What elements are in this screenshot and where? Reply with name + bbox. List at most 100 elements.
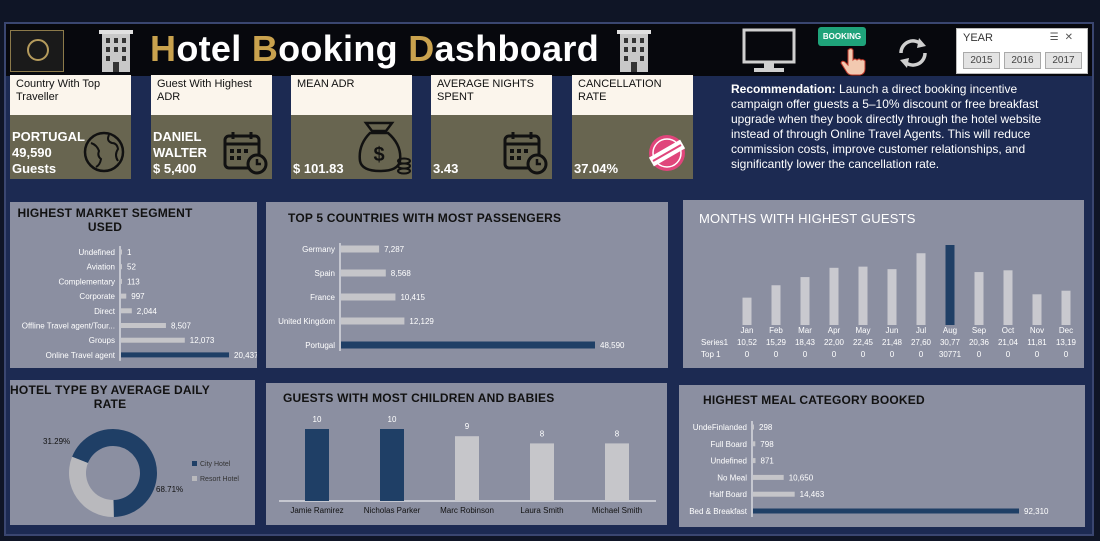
kpi-value: 3.43	[433, 161, 459, 176]
hotel-logo	[10, 30, 64, 72]
top1-value: 0	[1064, 350, 1069, 359]
months-chart: Jan 10,52 0 Feb 15,29 0 Mar 18,43 0 Apr 22,00 0 May 2…	[701, 245, 1077, 359]
recommendation-text: Recommendation: Launch a direct booking …	[731, 82, 1071, 172]
data-label: 298	[759, 423, 773, 432]
month-bar	[887, 269, 897, 325]
kpi-value: PORTUGAL 49,590 Guests	[12, 129, 85, 176]
month-label: Sep	[972, 326, 987, 335]
category-label: Online Travel agent	[46, 351, 116, 360]
month-label: Feb	[769, 326, 783, 335]
kpi-label: AVERAGE NIGHTS SPENT	[431, 75, 552, 115]
category-label: Undefined	[711, 457, 747, 466]
data-label: 8,507	[171, 322, 192, 331]
hotel-type-panel: HOTEL TYPE BY AVERAGE DAILY RATE 68.71% 3…	[10, 380, 255, 525]
data-label: 8,568	[391, 269, 412, 278]
slicer-filter-icons[interactable]: ☰✕	[1049, 32, 1079, 43]
series1-value: 21,04	[998, 338, 1019, 347]
month-label: Nov	[1030, 326, 1044, 335]
month-label: Jul	[916, 326, 926, 335]
chart-title: HOTEL TYPE BY AVERAGE DAILY RATE	[10, 383, 210, 411]
category-label: UndeFinlanded	[693, 423, 747, 432]
category-label: Germany	[302, 245, 335, 254]
category-label: Laura Smith	[520, 506, 563, 515]
donut-slice	[72, 429, 157, 517]
month-label: Jun	[886, 326, 899, 335]
chart-title: HIGHEST MARKET SEGMENT USED	[17, 206, 193, 234]
donut-slice	[69, 456, 114, 517]
data-label: 12,129	[409, 317, 434, 326]
calendar-icon	[503, 132, 548, 175]
months-panel: MONTHS WITH HIGHEST GUESTS Jan 10,52 0 Feb 1…	[683, 200, 1084, 368]
month-bar	[742, 297, 752, 325]
kpi-card-average-nights: AVERAGE NIGHTS SPENT 3.43	[431, 75, 552, 179]
legend-label: Resort Hotel	[200, 476, 239, 483]
top1-value: 0	[1006, 350, 1011, 359]
category-label: Jamie Ramirez	[290, 506, 343, 515]
category-label: Groups	[89, 336, 115, 345]
market-segment-chart: Undefined 1 Aviation 52 Complementary 113 Corp…	[22, 246, 257, 361]
data-label: 2,044	[137, 307, 158, 316]
legend-swatch	[192, 461, 197, 466]
category-label: Spain	[315, 269, 335, 278]
series1-value: 11,81	[1027, 338, 1047, 347]
top1-value: 30771	[939, 350, 962, 359]
series1-value: 13,19	[1056, 338, 1077, 347]
bar	[121, 293, 127, 299]
booking-button[interactable]: BOOKING	[818, 27, 866, 46]
bar	[341, 245, 380, 253]
refresh-icon[interactable]	[893, 33, 933, 73]
kpi-label: CANCELLATION RATE	[572, 75, 693, 115]
hotel-type-chart: 68.71% 31.29% City Hotel Resort Hotel	[43, 429, 239, 517]
data-label: 10,650	[789, 473, 814, 482]
month-label: Dec	[1059, 326, 1073, 335]
meal-panel: HIGHEST MEAL CATEGORY BOOKED UndeFinland…	[679, 385, 1085, 527]
series1-value: 18,43	[795, 338, 816, 347]
year-option-2017[interactable]: 2017	[1045, 52, 1082, 69]
month-bar	[945, 245, 955, 325]
year-option-2016[interactable]: 2016	[1004, 52, 1041, 69]
bar	[305, 429, 329, 501]
month-bar	[1032, 294, 1042, 325]
kpi-card-cancellation-rate: CANCELLATION RATE 37.04%	[572, 75, 693, 179]
bar	[121, 249, 122, 255]
category-label: Marc Robinson	[440, 506, 494, 515]
data-label: 48,590	[600, 341, 625, 350]
recommendation-body: Launch a direct booking incentive campai…	[731, 82, 1042, 171]
slice-label: 31.29%	[43, 437, 70, 446]
chart-title: HIGHEST MEAL CATEGORY BOOKED	[703, 393, 925, 407]
top1-value: 0	[861, 350, 866, 359]
bar	[753, 424, 754, 430]
top-countries-chart: Germany 7,287 Spain 8,568 France 10,415 United…	[278, 243, 625, 351]
title-part-otel: otel	[176, 28, 252, 69]
pointer-hand-icon	[840, 48, 866, 76]
data-label: 10	[313, 415, 322, 424]
kpi-label: MEAN ADR	[291, 75, 412, 115]
money-bag-icon: $	[358, 121, 411, 175]
title-part-ashboard: ashboard	[434, 28, 599, 69]
monitor-icon[interactable]	[742, 28, 796, 74]
data-label: 1	[127, 248, 132, 257]
bar	[455, 436, 479, 501]
bar	[341, 341, 595, 349]
bar	[530, 443, 554, 501]
bar	[121, 352, 229, 358]
globe-icon	[83, 131, 125, 173]
data-label: 113	[127, 277, 140, 286]
dashboard-title: Hotel Booking Dashboard	[150, 28, 599, 70]
data-label: 10,415	[400, 293, 425, 302]
series1-value: 27,60	[911, 338, 932, 347]
year-option-2015[interactable]: 2015	[963, 52, 1000, 69]
data-label: 8	[615, 429, 620, 438]
bar	[121, 264, 122, 270]
month-bar	[829, 267, 839, 325]
series1-value: 22,00	[824, 338, 845, 347]
year-slicer: YEAR ☰✕ 2015 2016 2017	[956, 28, 1088, 74]
series1-value: 15,29	[766, 338, 787, 347]
series1-value: 20,36	[969, 338, 990, 347]
bar	[753, 458, 756, 464]
series1-value: 21,48	[882, 338, 903, 347]
bar	[753, 508, 1019, 514]
category-label: Direct	[94, 307, 116, 316]
kpi-card-mean-adr: MEAN ADR $ 101.83 $	[291, 75, 412, 179]
year-slicer-title: YEAR	[963, 32, 993, 44]
